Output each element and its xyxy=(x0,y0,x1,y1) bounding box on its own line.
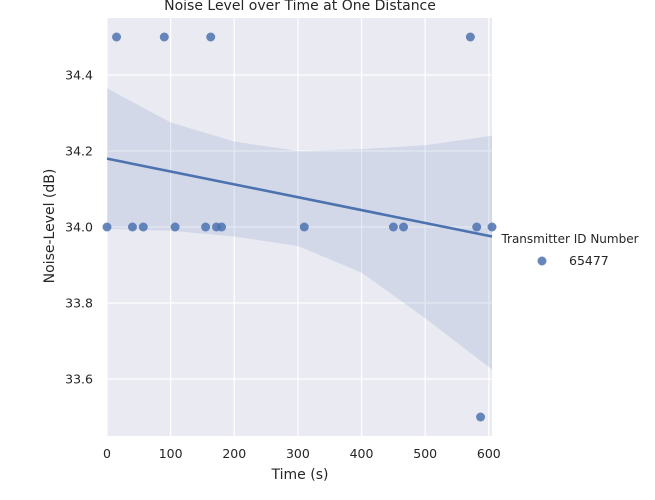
x-tick-label: 300 xyxy=(286,446,310,461)
data-point xyxy=(127,222,137,232)
legend: Transmitter ID Number 65477 xyxy=(500,232,638,268)
data-point xyxy=(465,32,475,42)
x-tick-label: 200 xyxy=(222,446,246,461)
data-point xyxy=(399,222,409,232)
y-axis-label: Noise-Level (dB) xyxy=(42,169,58,284)
y-tick-label: 34.0 xyxy=(65,220,93,235)
legend-marker xyxy=(537,256,547,266)
x-tick-labels: 0 100 200 300 400 500 600 xyxy=(103,446,501,461)
data-point xyxy=(487,222,497,232)
data-point xyxy=(206,32,216,42)
x-tick-label: 500 xyxy=(413,446,437,461)
data-point xyxy=(102,222,112,232)
data-point xyxy=(138,222,148,232)
x-tick-label: 600 xyxy=(477,446,501,461)
scatter-points xyxy=(102,32,497,422)
data-point xyxy=(388,222,398,232)
confidence-band xyxy=(107,88,492,370)
y-tick-label: 33.6 xyxy=(65,372,93,387)
legend-entry-label: 65477 xyxy=(569,253,609,268)
legend-title: Transmitter ID Number xyxy=(500,232,638,246)
x-axis-label: Time (s) xyxy=(271,467,329,483)
data-point xyxy=(159,32,169,42)
chart-title: Noise Level over Time at One Distance xyxy=(164,0,436,14)
regression-line xyxy=(106,157,493,238)
data-point xyxy=(472,222,482,232)
data-point xyxy=(476,412,486,422)
data-point xyxy=(201,222,211,232)
data-point xyxy=(112,32,122,42)
y-tick-label: 34.4 xyxy=(65,68,93,83)
regression-line-layer xyxy=(106,157,493,238)
x-tick-label: 400 xyxy=(350,446,374,461)
y-tick-labels: 33.6 33.8 34.0 34.2 34.4 xyxy=(65,68,93,387)
y-tick-label: 34.2 xyxy=(65,144,93,159)
x-tick-label: 100 xyxy=(159,446,183,461)
x-tick-label: 0 xyxy=(103,446,111,461)
data-point xyxy=(217,222,227,232)
y-tick-label: 33.8 xyxy=(65,296,93,311)
confidence-band-layer xyxy=(107,88,492,370)
data-point xyxy=(170,222,180,232)
data-point xyxy=(299,222,309,232)
